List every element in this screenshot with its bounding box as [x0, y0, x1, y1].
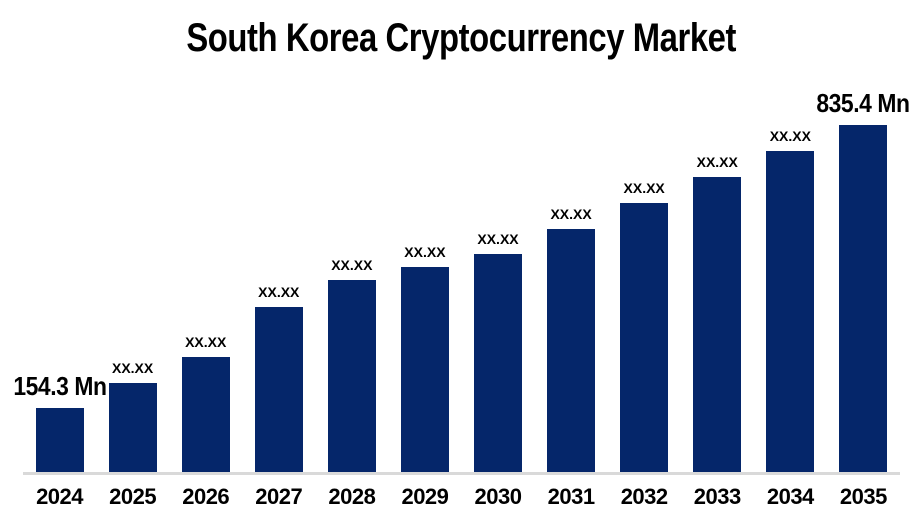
x-axis-label-2027: 2027	[255, 484, 303, 509]
bar-2028	[327, 280, 376, 472]
bar-2026	[181, 357, 230, 472]
bar-value-label-2034: XX.XX	[769, 128, 811, 144]
bar-value-label-2030: XX.XX	[477, 231, 519, 247]
bar-value-label-2032: XX.XX	[623, 180, 665, 196]
bar-column-2029: XX.XX	[388, 244, 461, 472]
x-axis-label-2025: 2025	[109, 484, 157, 509]
bar-value-label-2033: XX.XX	[696, 154, 738, 170]
bar-value-label-2035: 835.4 Mn	[816, 88, 911, 118]
bar-column-2025: XX.XX	[96, 360, 169, 472]
x-axis-labels: 2024 2025 2026 2027 2028 2029 2030 2031 2032 2033…	[23, 484, 900, 510]
x-axis-label-2030: 2030	[474, 484, 522, 509]
bar-column-2026: XX.XX	[169, 334, 242, 472]
bar-2035	[839, 125, 888, 472]
bar-value-label-2026: XX.XX	[185, 334, 227, 350]
bar-2027	[254, 307, 303, 472]
bar-column-2028: XX.XX	[315, 257, 388, 472]
bar-2029	[400, 267, 449, 472]
x-axis-label-2035: 2035	[839, 484, 887, 509]
bar-value-label-2025: XX.XX	[111, 360, 154, 376]
bar-value-label-2027: XX.XX	[258, 284, 300, 300]
plot-area: 154.3 Mn XX.XX XX.XX XX.XX XX.XX XX.XX XX.XX XX…	[13, 88, 910, 472]
bar-2024	[35, 407, 84, 472]
bar-2033	[693, 177, 742, 472]
bar-value-label-2024: 154.3 Mn	[12, 370, 107, 401]
x-axis-label-2033: 2033	[693, 484, 741, 509]
bar-column-2024: 154.3 Mn	[13, 371, 107, 472]
bar-2032	[620, 203, 669, 472]
bar-column-2032: XX.XX	[608, 180, 681, 472]
x-axis-label-2028: 2028	[328, 484, 376, 509]
bar-2025	[108, 383, 157, 472]
chart-title: South Korea Cryptocurrency Market	[0, 16, 923, 60]
x-axis-label-2026: 2026	[182, 484, 230, 509]
bar-2030	[474, 254, 522, 472]
x-axis-label-2029: 2029	[401, 484, 449, 509]
bar-column-2033: XX.XX	[681, 154, 754, 472]
bar-2031	[547, 229, 596, 472]
x-axis-label-2034: 2034	[766, 484, 814, 509]
bar-2034	[766, 151, 815, 472]
bar-value-label-2029: XX.XX	[404, 244, 446, 260]
chart-title-text: South Korea Cryptocurrency Market	[186, 16, 737, 60]
bar-column-2031: XX.XX	[535, 206, 608, 472]
x-axis-line	[23, 472, 900, 475]
bar-column-2030: XX.XX	[461, 231, 534, 472]
x-axis-label-2024: 2024	[36, 484, 84, 509]
bar-value-label-2031: XX.XX	[550, 206, 592, 222]
x-axis-label-2032: 2032	[620, 484, 668, 509]
bar-value-label-2028: XX.XX	[331, 257, 373, 273]
bar-column-2034: XX.XX	[754, 128, 827, 472]
x-axis-label-2031: 2031	[547, 484, 595, 509]
bar-column-2027: XX.XX	[242, 284, 315, 472]
bar-column-2035: 835.4 Mn	[817, 88, 910, 472]
